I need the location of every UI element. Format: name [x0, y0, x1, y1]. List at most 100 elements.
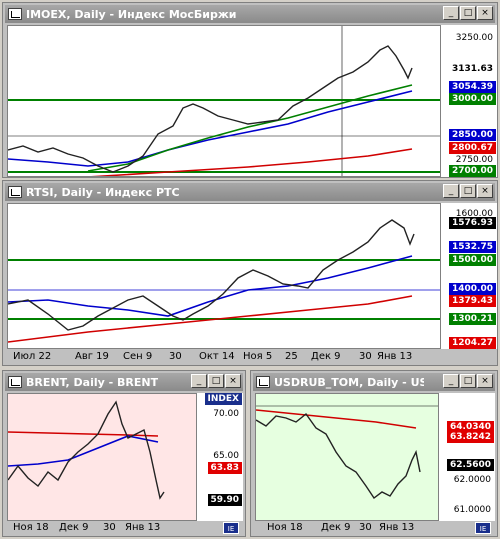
- usdrub-window: USDRUB_TOM, Daily - USDR... _ □ × 64.034…: [250, 370, 498, 537]
- rtsi-chart-svg: [8, 219, 440, 343]
- ma-blue-line: [8, 255, 413, 317]
- x-tick: Авг 19: [75, 351, 109, 362]
- price-tag-ma-red: 64.0340: [447, 421, 494, 433]
- y-tick: 3250.00: [455, 33, 493, 43]
- imoex-price-line: [8, 45, 413, 173]
- price-tag-ma-red: 63.83: [207, 462, 242, 474]
- imoex-chart-svg: [8, 26, 440, 176]
- imoex-chart-area[interactable]: [7, 25, 441, 177]
- x-tick: 30: [103, 522, 116, 533]
- brent-price-line: [8, 400, 165, 500]
- x-tick: Дек 9: [321, 522, 351, 533]
- brent-titlebar[interactable]: BRENT, Daily - BRENT _ □ ×: [5, 373, 243, 391]
- price-tag-ma-red: 1379.43: [449, 295, 496, 307]
- chart-icon: [256, 376, 270, 388]
- price-tag-level: 1400.00: [449, 283, 496, 295]
- imoex-window: IMOEX, Daily - Индекс МосБиржи _ □ × 325…: [2, 2, 498, 178]
- y-tick: 70.00: [213, 409, 239, 419]
- brent-title: BRENT, Daily - BRENT: [26, 375, 159, 389]
- minimize-button[interactable]: _: [443, 184, 459, 198]
- x-tick: 30: [359, 351, 372, 362]
- y-tick: 61.0000: [453, 505, 491, 515]
- price-tag-support: 1500.00: [449, 254, 496, 266]
- x-tick: Янв 13: [377, 351, 413, 362]
- ma-blue-line: [8, 90, 413, 167]
- maximize-button[interactable]: □: [208, 374, 224, 388]
- price-tag-support-low: 2700.00: [449, 165, 496, 177]
- maximize-button[interactable]: □: [460, 374, 476, 388]
- chart-icon: [8, 186, 22, 198]
- imoex-y-axis: 3250.00 2750.00 3131.63 3054.39 3000.00 …: [441, 25, 497, 177]
- x-tick: 30: [359, 522, 372, 533]
- chart-icon: [8, 8, 22, 20]
- x-tick: Ноя 18: [267, 522, 303, 533]
- brent-y-axis: INDEX 70.00 65.00 63.83 59.90: [197, 393, 243, 521]
- x-tick: Янв 13: [379, 522, 415, 533]
- rtsi-price-line: [8, 219, 415, 331]
- close-button[interactable]: ×: [477, 374, 493, 388]
- chart-icon: [8, 376, 22, 388]
- x-tick: Янв 13: [125, 522, 161, 533]
- ma-red-line: [8, 295, 413, 343]
- y-tick: 65.00: [213, 451, 239, 461]
- usdrub-title: USDRUB_TOM, Daily - USDR...: [274, 375, 424, 389]
- x-tick: Ноя 5: [243, 351, 273, 362]
- maximize-button[interactable]: □: [460, 184, 476, 198]
- usdrub-titlebar[interactable]: USDRUB_TOM, Daily - USDR... _ □ ×: [253, 373, 495, 391]
- rtsi-x-axis: Июл 22 Авг 19 Сен 9 30 Окт 14 Ноя 5 25 Д…: [7, 350, 441, 364]
- x-tick: Ноя 18: [13, 522, 49, 533]
- y-tick: 2750.00: [455, 155, 493, 165]
- maximize-button[interactable]: □: [460, 6, 476, 20]
- x-tick: Сен 9: [123, 351, 153, 362]
- price-tag-support-low: 1300.21: [449, 313, 496, 325]
- ma-red-line: [91, 148, 413, 176]
- price-tag-low: 1204.27: [449, 337, 496, 349]
- usdrub-y-axis: 64.0340 63.8242 62.5600 62.0000 61.0000: [439, 393, 495, 521]
- y-tick: 62.0000: [453, 475, 491, 485]
- ma-green-line: [87, 84, 413, 172]
- x-tick: Июл 22: [13, 351, 52, 362]
- price-tag-last: 1576.93: [449, 217, 496, 229]
- imoex-titlebar[interactable]: IMOEX, Daily - Индекс МосБиржи _ □ ×: [5, 5, 495, 23]
- brent-window: BRENT, Daily - BRENT _ □ × INDEX 70.00 6…: [2, 370, 246, 537]
- rtsi-titlebar[interactable]: RTSI, Daily - Индекс РТС _ □ ×: [5, 183, 495, 201]
- rtsi-title: RTSI, Daily - Индекс РТС: [26, 185, 180, 199]
- close-button[interactable]: ×: [225, 374, 241, 388]
- x-tick: Дек 9: [311, 351, 341, 362]
- price-tag-support: 3000.00: [449, 93, 496, 105]
- usdrub-price-line: [256, 412, 421, 500]
- x-tick: 25: [285, 351, 298, 362]
- minimize-button[interactable]: _: [443, 374, 459, 388]
- index-label: INDEX: [204, 393, 242, 405]
- price-tag-last: 62.5600: [447, 459, 494, 471]
- ma-red-line: [8, 431, 159, 437]
- price-tag-ma-blue: 1532.75: [449, 241, 496, 253]
- brent-chart-area[interactable]: [7, 393, 197, 521]
- rtsi-y-axis: 1600.00 1576.93 1532.75 1500.00 1400.00 …: [441, 203, 497, 349]
- close-button[interactable]: ×: [477, 6, 493, 20]
- usdrub-x-axis: Ноя 18 Дек 9 30 Янв 13 IE: [255, 521, 495, 535]
- usdrub-chart-area[interactable]: [255, 393, 439, 521]
- brent-chart-svg: [8, 400, 165, 500]
- close-button[interactable]: ×: [477, 184, 493, 198]
- price-tag-ma-blue: 3054.39: [449, 81, 496, 93]
- x-tick: 30: [169, 351, 182, 362]
- ie-icon[interactable]: IE: [223, 522, 239, 534]
- imoex-title: IMOEX, Daily - Индекс МосБиржи: [26, 7, 237, 21]
- rtsi-window: RTSI, Daily - Индекс РТС _ □ × 1600.00 1…: [2, 180, 498, 366]
- rtsi-chart-area[interactable]: [7, 203, 441, 349]
- ma-red-line: [256, 409, 417, 429]
- minimize-button[interactable]: _: [191, 374, 207, 388]
- price-tag-ma-red-2: 63.8242: [447, 431, 494, 443]
- ma-blue-line: [8, 435, 159, 467]
- price-tag-ma-red: 2800.67: [449, 142, 496, 154]
- x-tick: Дек 9: [59, 522, 89, 533]
- brent-x-axis: Ноя 18 Дек 9 30 Янв 13 IE: [7, 521, 243, 535]
- price-tag-level: 2850.00: [449, 129, 496, 141]
- y-tick: 1600.00: [455, 209, 493, 219]
- x-tick: Окт 14: [199, 351, 235, 362]
- ie-icon[interactable]: IE: [475, 522, 491, 534]
- minimize-button[interactable]: _: [443, 6, 459, 20]
- price-tag-last: 59.90: [207, 494, 242, 506]
- price-tag-last: 3131.63: [449, 63, 496, 75]
